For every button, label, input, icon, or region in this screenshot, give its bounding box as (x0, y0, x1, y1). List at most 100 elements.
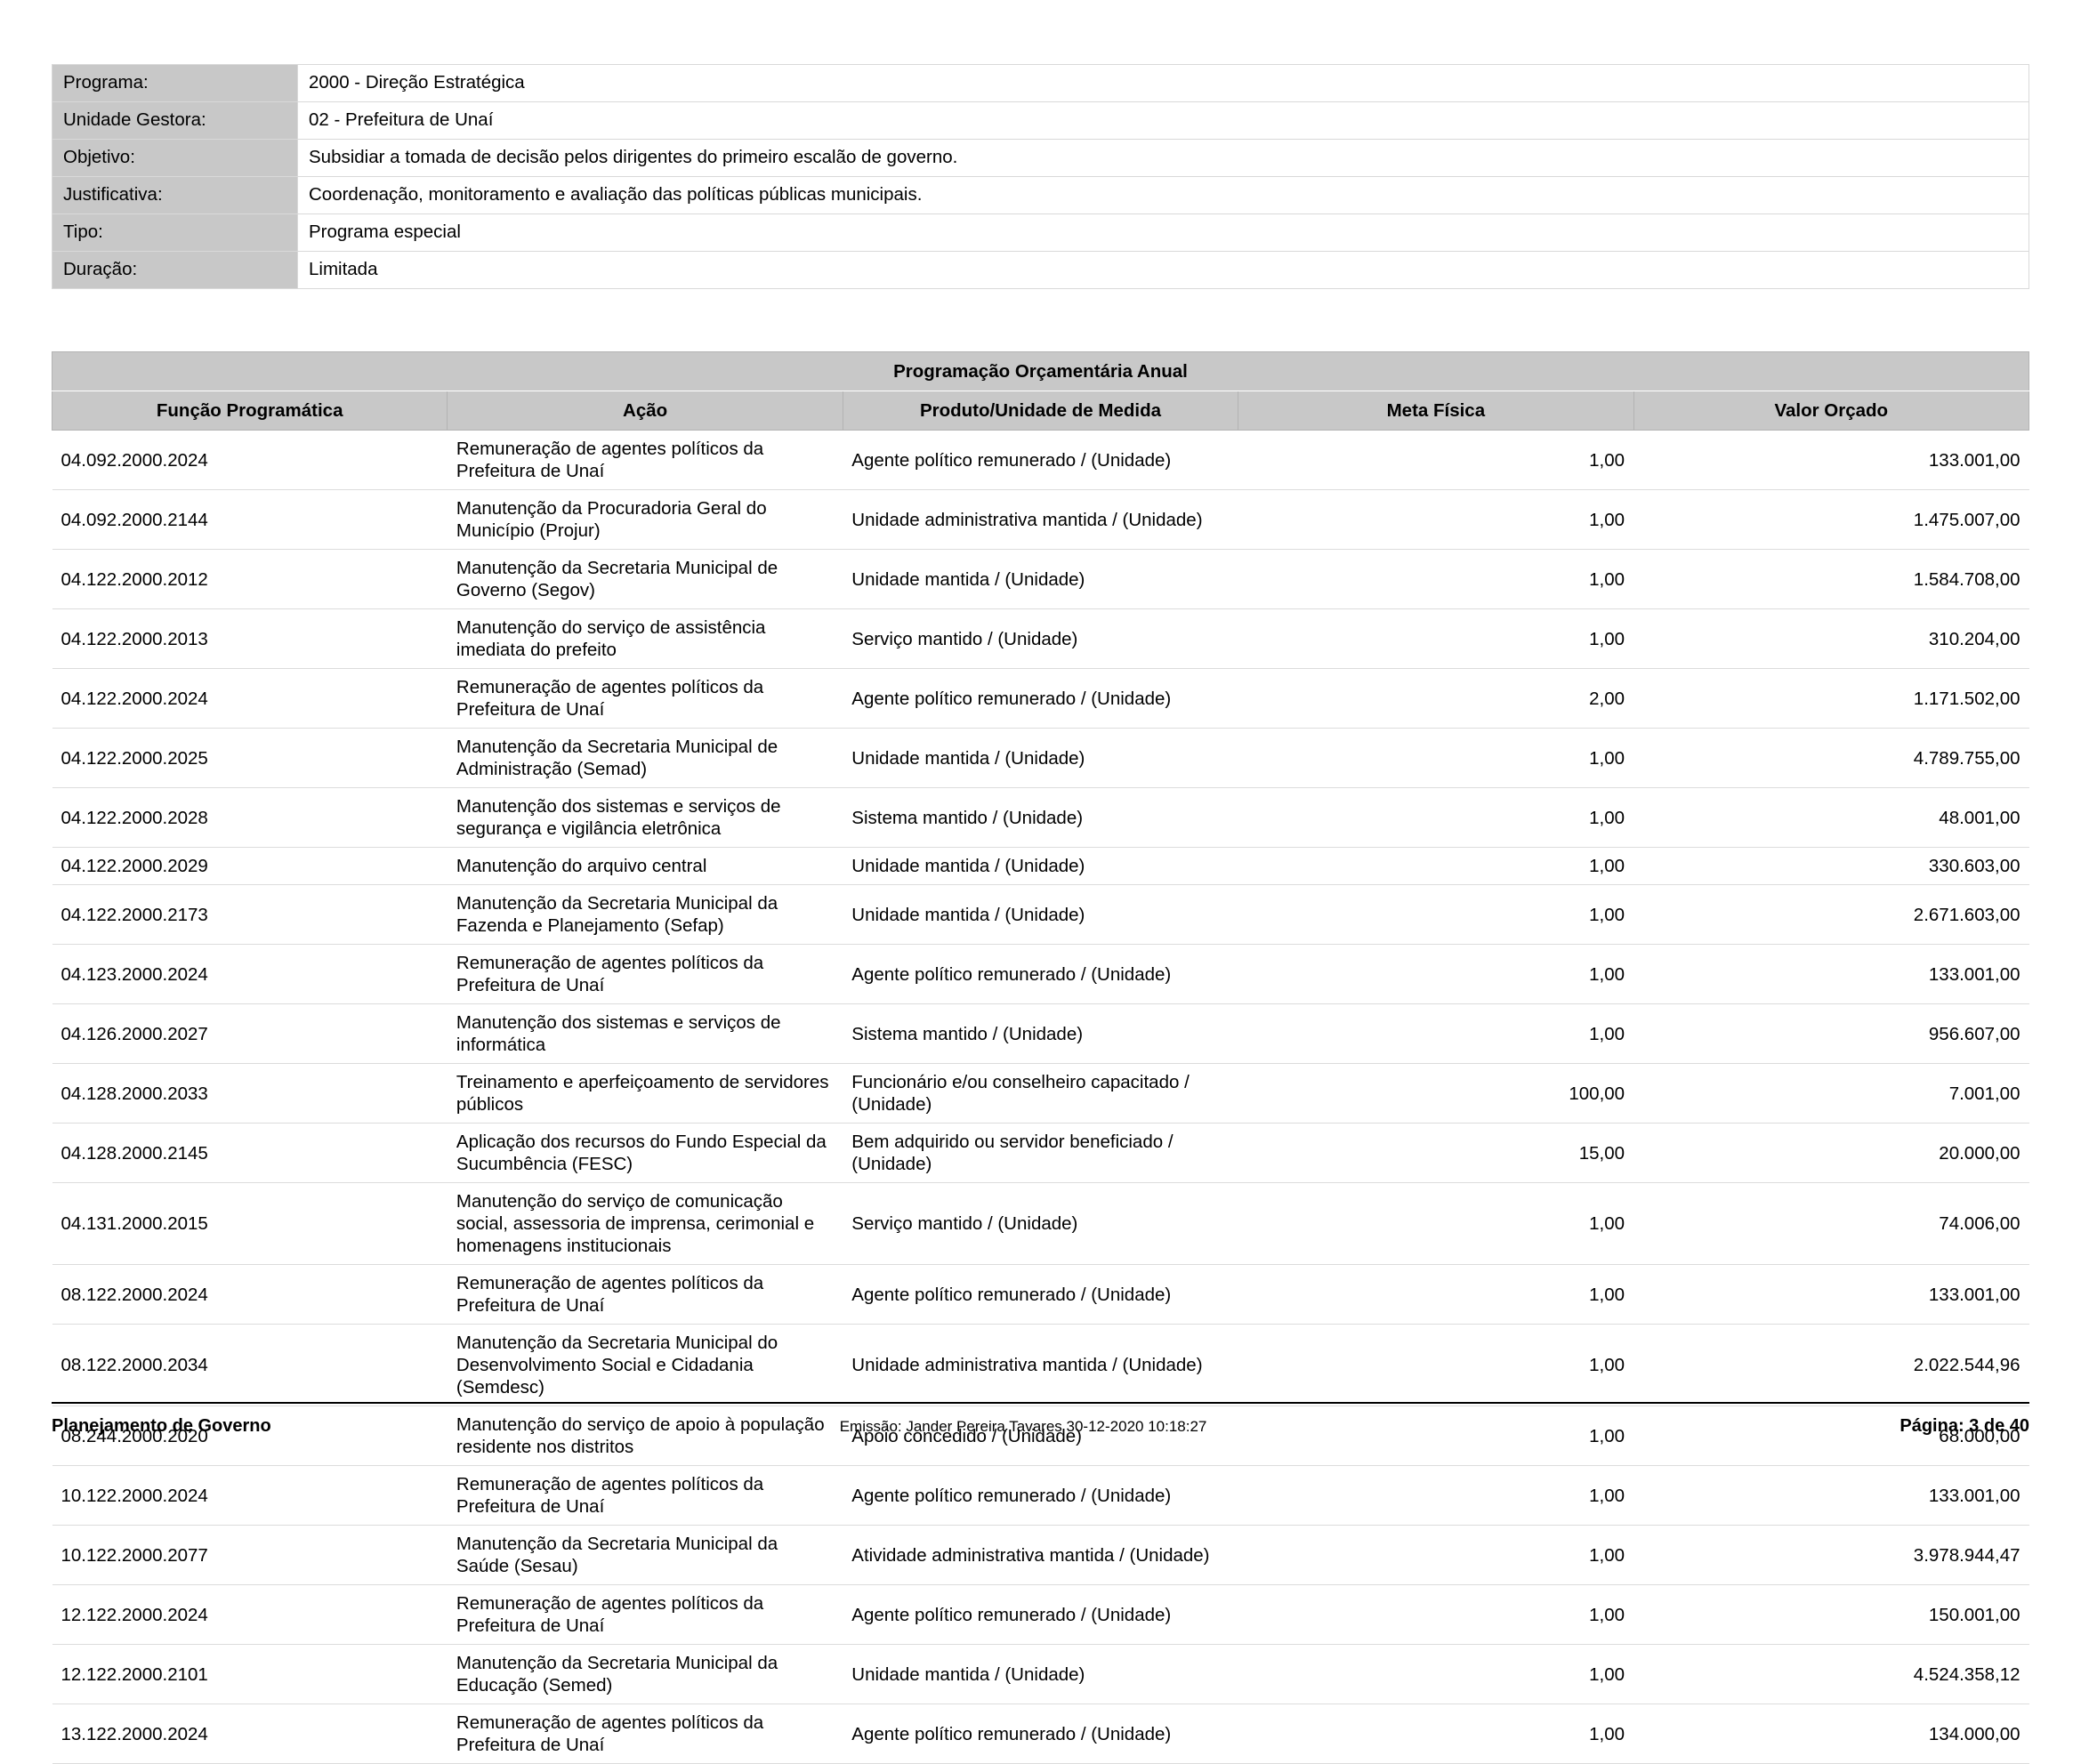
column-header-acao: Ação (447, 391, 843, 431)
cell-valor-orcado: 133.001,00 (1633, 944, 2029, 1004)
cell-funcao-programatica: 10.122.2000.2077 (52, 1525, 448, 1585)
cell-valor-orcado: 3.978.944,47 (1633, 1525, 2029, 1585)
cell-meta-fisica: 1,00 (1238, 1584, 1634, 1645)
cell-meta-fisica: 1,00 (1238, 1003, 1634, 1064)
cell-meta-fisica: 1,00 (1238, 1704, 1634, 1764)
cell-meta-fisica: 1,00 (1238, 430, 1634, 490)
cell-funcao-programatica: 08.122.2000.2034 (52, 1324, 448, 1406)
cell-produto-unidade: Bem adquirido ou servidor beneficiado / … (843, 1123, 1238, 1183)
table-row: 04.122.2000.2012 Manutenção da Secretaria… (52, 549, 2029, 609)
cell-meta-fisica: 1,00 (1238, 728, 1634, 788)
column-header-valor-orcado: Valor Orçado (1633, 391, 2030, 431)
cell-acao: Remuneração de agentes políticos da Pref… (447, 944, 843, 1004)
cell-funcao-programatica: 12.122.2000.2101 (52, 1644, 448, 1704)
cell-acao: Manutenção do arquivo central (447, 847, 843, 885)
program-info-row-programa: Programa: 2000 - Direção Estratégica (52, 64, 2029, 102)
cell-funcao-programatica: 04.122.2000.2013 (52, 608, 448, 669)
cell-produto-unidade: Agente político remunerado / (Unidade) (843, 668, 1238, 729)
cell-acao: Manutenção da Secretaria Municipal de Go… (447, 549, 843, 609)
column-header-funcao-programatica: Função Programática (51, 391, 448, 431)
cell-funcao-programatica: 08.122.2000.2024 (52, 1264, 448, 1325)
cell-valor-orcado: 1.475.007,00 (1633, 489, 2029, 550)
cell-produto-unidade: Unidade administrativa mantida / (Unidad… (843, 489, 1238, 550)
cell-funcao-programatica: 10.122.2000.2024 (52, 1465, 448, 1526)
program-info-row-unidade-gestora: Unidade Gestora: 02 - Prefeitura de Unaí (52, 101, 2029, 140)
program-info-value-objetivo: Subsidiar a tomada de decisão pelos diri… (297, 139, 2029, 177)
budget-table-header-row: Função Programática Ação Produto/Unidade… (51, 391, 2030, 431)
table-row: 10.122.2000.2077 Manutenção da Secretaria… (52, 1525, 2029, 1585)
cell-meta-fisica: 1,00 (1238, 549, 1634, 609)
cell-produto-unidade: Unidade mantida / (Unidade) (843, 847, 1238, 885)
cell-valor-orcado: 310.204,00 (1633, 608, 2029, 669)
column-header-meta-fisica: Meta Física (1238, 391, 1634, 431)
cell-valor-orcado: 68.000,00 (1633, 1406, 2029, 1466)
cell-valor-orcado: 133.001,00 (1633, 430, 2029, 490)
column-header-produto-unidade: Produto/Unidade de Medida (842, 391, 1239, 431)
cell-acao: Manutenção da Secretaria Municipal da Fa… (447, 884, 843, 945)
program-info-table: Programa: 2000 - Direção Estratégica Uni… (52, 64, 2029, 289)
table-row: 04.122.2000.2028 Manutenção dos sistemas … (52, 787, 2029, 848)
cell-meta-fisica: 1,00 (1238, 608, 1634, 669)
table-row: 12.122.2000.2101 Manutenção da Secretaria… (52, 1644, 2029, 1704)
cell-acao: Remuneração de agentes políticos da Pref… (447, 668, 843, 729)
cell-meta-fisica: 1,00 (1238, 1182, 1634, 1265)
cell-acao: Manutenção da Secretaria Municipal do De… (447, 1324, 843, 1406)
cell-produto-unidade: Agente político remunerado / (Unidade) (843, 1264, 1238, 1325)
cell-meta-fisica: 1,00 (1238, 1525, 1634, 1585)
cell-meta-fisica: 1,00 (1238, 847, 1634, 885)
footer-department: Planejamento de Governo (52, 1416, 271, 1436)
budget-table-head: Programação Orçamentária Anual Função Pr… (51, 351, 2030, 431)
cell-meta-fisica: 2,00 (1238, 668, 1634, 729)
cell-valor-orcado: 74.006,00 (1633, 1182, 2029, 1265)
program-info-value-programa: 2000 - Direção Estratégica (297, 64, 2029, 102)
cell-produto-unidade: Sistema mantido / (Unidade) (843, 787, 1238, 848)
table-row: 12.122.2000.2024 Remuneração de agentes p… (52, 1584, 2029, 1645)
cell-acao: Manutenção da Secretaria Municipal da Sa… (447, 1525, 843, 1585)
cell-acao: Remuneração de agentes políticos da Pref… (447, 1584, 843, 1645)
cell-valor-orcado: 7.001,00 (1633, 1063, 2029, 1124)
cell-funcao-programatica: 12.122.2000.2024 (52, 1584, 448, 1645)
program-info-label-programa: Programa: (52, 64, 298, 102)
table-row: 04.122.2000.2013 Manutenção do serviço de… (52, 608, 2029, 669)
cell-valor-orcado: 4.789.755,00 (1633, 728, 2029, 788)
cell-produto-unidade: Sistema mantido / (Unidade) (843, 1003, 1238, 1064)
cell-produto-unidade: Apoio concedido / (Unidade) (843, 1406, 1238, 1466)
program-info-row-justificativa: Justificativa: Coordenação, monitorament… (52, 176, 2029, 214)
cell-produto-unidade: Funcionário e/ou conselheiro capacitado … (843, 1063, 1238, 1124)
cell-produto-unidade: Serviço mantido / (Unidade) (843, 608, 1238, 669)
cell-acao: Manutenção do serviço de comunicação soc… (447, 1182, 843, 1265)
cell-produto-unidade: Serviço mantido / (Unidade) (843, 1182, 1238, 1265)
table-row: 04.131.2000.2015 Manutenção do serviço de… (52, 1182, 2029, 1265)
program-info-label-objetivo: Objetivo: (52, 139, 298, 177)
program-info-row-duracao: Duração: Limitada (52, 251, 2029, 289)
cell-acao: Remuneração de agentes políticos da Pref… (447, 1264, 843, 1325)
program-info-value-tipo: Programa especial (297, 213, 2029, 252)
table-row: 04.092.2000.2024 Remuneração de agentes p… (52, 430, 2029, 490)
cell-acao: Manutenção dos sistemas e serviços de in… (447, 1003, 843, 1064)
program-info-row-tipo: Tipo: Programa especial (52, 213, 2029, 252)
cell-funcao-programatica: 04.123.2000.2024 (52, 944, 448, 1004)
cell-acao: Manutenção da Secretaria Municipal de Ad… (447, 728, 843, 788)
cell-meta-fisica: 1,00 (1238, 1465, 1634, 1526)
cell-valor-orcado: 956.607,00 (1633, 1003, 2029, 1064)
table-row: 04.092.2000.2144 Manutenção da Procurador… (52, 489, 2029, 550)
cell-valor-orcado: 330.603,00 (1633, 847, 2029, 885)
report-page: Programa: 2000 - Direção Estratégica Uni… (51, 64, 2030, 1764)
cell-acao: Remuneração de agentes políticos da Pref… (447, 1465, 843, 1526)
cell-funcao-programatica: 04.126.2000.2027 (52, 1003, 448, 1064)
cell-acao: Manutenção da Secretaria Municipal da Ed… (447, 1644, 843, 1704)
cell-funcao-programatica: 04.131.2000.2015 (52, 1182, 448, 1265)
cell-funcao-programatica: 04.122.2000.2028 (52, 787, 448, 848)
table-row: 04.122.2000.2029 Manutenção do arquivo ce… (52, 847, 2029, 885)
program-info-label-duracao: Duração: (52, 251, 298, 289)
cell-funcao-programatica: 04.128.2000.2145 (52, 1123, 448, 1183)
cell-meta-fisica: 1,00 (1238, 1324, 1634, 1406)
cell-meta-fisica: 1,00 (1238, 489, 1634, 550)
cell-produto-unidade: Unidade administrativa mantida / (Unidad… (843, 1324, 1238, 1406)
footer-emission: Emissão: Jander Pereira Tavares 30-12-20… (839, 1418, 1207, 1435)
cell-produto-unidade: Agente político remunerado / (Unidade) (843, 1584, 1238, 1645)
program-info-value-justificativa: Coordenação, monitoramento e avaliação d… (297, 176, 2029, 214)
table-row: 08.244.2000.2020 Manutenção do serviço de… (52, 1406, 2029, 1466)
cell-meta-fisica: 15,00 (1238, 1123, 1634, 1183)
cell-valor-orcado: 2.671.603,00 (1633, 884, 2029, 945)
